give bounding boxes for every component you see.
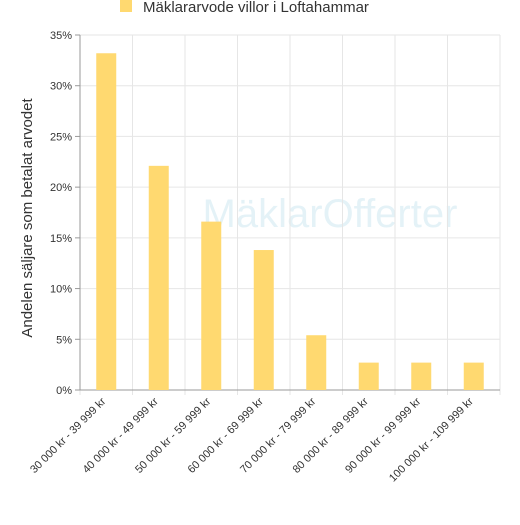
y-tick-label: 25% — [50, 131, 72, 143]
legend-label: Mäklararvode villor i Loftahammar — [143, 0, 369, 16]
bar — [358, 362, 379, 390]
y-tick-label: 0% — [56, 385, 72, 397]
x-tick-label: 100 000 kr - 109 999 kr — [387, 395, 476, 484]
y-axis-label: Andelen säljare som betalat arvodet — [19, 98, 36, 338]
bar — [463, 362, 484, 390]
bar — [96, 53, 117, 390]
bar — [411, 362, 432, 390]
bar — [201, 221, 222, 390]
y-tick-label: 15% — [50, 233, 72, 245]
bar — [253, 250, 274, 390]
y-tick-label: 20% — [50, 182, 72, 194]
y-tick-label: 5% — [56, 334, 72, 346]
bar — [148, 165, 169, 390]
y-tick-label: 10% — [50, 284, 72, 296]
watermark: MäklarOfferter — [203, 192, 458, 236]
y-tick-label: 30% — [50, 81, 72, 93]
bar — [306, 335, 327, 390]
y-tick-label: 35% — [50, 30, 72, 42]
legend-swatch — [120, 0, 132, 12]
